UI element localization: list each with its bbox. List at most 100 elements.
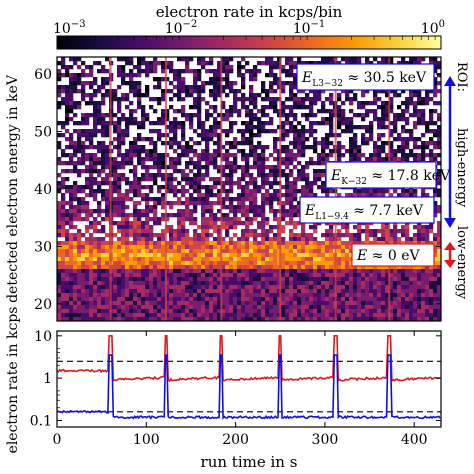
heatmap-cell [97, 105, 102, 110]
heatmap-cell [329, 261, 334, 266]
heatmap-cell [305, 269, 310, 274]
heatmap-cell [349, 261, 354, 266]
heatmap-cell [373, 141, 378, 146]
heatmap-cell [201, 265, 206, 270]
heatmap-cell [69, 241, 74, 246]
heatmap-cell [105, 249, 110, 254]
heatmap-cell [345, 281, 350, 286]
heatmap-cell [213, 301, 218, 306]
heatmap-cell [433, 301, 438, 306]
heatmap-cell [345, 245, 350, 250]
heatmap-cell [57, 209, 62, 214]
heatmap-cell [209, 81, 214, 86]
heatmap-cell [117, 265, 122, 270]
heatmap-cell [353, 313, 358, 318]
heatmap-cell [253, 245, 258, 250]
heatmap-cell [257, 261, 262, 266]
heatmap-cell [369, 109, 374, 114]
heatmap-cell [417, 153, 422, 158]
heatmap-cell [265, 301, 270, 306]
heatmap-cell [149, 197, 154, 202]
heatmap-cell [169, 177, 174, 182]
heatmap-cell [393, 269, 398, 274]
heatmap-cell [233, 261, 238, 266]
heatmap-cell [365, 289, 370, 294]
heatmap-cell [289, 197, 294, 202]
heatmap-cell [209, 189, 214, 194]
heatmap-cell [213, 253, 218, 258]
heatmap-cell [433, 121, 438, 126]
heatmap-cell [165, 141, 170, 146]
heatmap-cell [65, 89, 70, 94]
heatmap-cell [85, 117, 90, 122]
heatmap-cell [389, 305, 394, 310]
heatmap-cell [177, 253, 182, 258]
heatmap-cell [249, 313, 254, 318]
heatmap-cell [117, 201, 122, 206]
heatmap-cell [285, 193, 290, 198]
heatmap-cell [97, 181, 102, 186]
heatmap-cell [261, 261, 266, 266]
heatmap-cell [397, 293, 402, 298]
heatmap-cell [281, 273, 286, 278]
heatmap-cell [225, 253, 230, 258]
heatmap-cell [81, 277, 86, 282]
heatmap-cell [137, 61, 142, 66]
heatmap-cell [117, 101, 122, 106]
heatmap-cell [225, 149, 230, 154]
heatmap-cell [377, 157, 382, 162]
heatmap-cell [69, 89, 74, 94]
heatmap-cell [413, 157, 418, 162]
heatmap-cell [325, 121, 330, 126]
heatmap-cell [337, 109, 342, 114]
heatmap-cell [113, 273, 118, 278]
heatmap-cell [409, 97, 414, 102]
heatmap-cell [197, 181, 202, 186]
heatmap-cell [161, 69, 166, 74]
heatmap-cell [173, 269, 178, 274]
heatmap-cell [229, 89, 234, 94]
heatmap-cell [241, 241, 246, 246]
heatmap-cell [301, 309, 306, 314]
heatmap-cell [253, 289, 258, 294]
heatmap-cell [253, 237, 258, 242]
heatmap-cell [185, 153, 190, 158]
heatmap-cell [381, 241, 386, 246]
heatmap-cell [149, 249, 154, 254]
heatmap-cell [245, 289, 250, 294]
heatmap-cell [337, 237, 342, 242]
heatmap-cell [177, 209, 182, 214]
heatmap-cell [73, 169, 78, 174]
heatmap-cell [361, 269, 366, 274]
heatmap-cell [73, 253, 78, 258]
heatmap-cell [369, 273, 374, 278]
heatmap-cell [401, 297, 406, 302]
heatmap-cell [193, 305, 198, 310]
heatmap-cell [73, 285, 78, 290]
annotation-value: ≈ 7.7 keV [349, 203, 424, 219]
heatmap-cell [145, 261, 150, 266]
heatmap-cell [61, 213, 66, 218]
heatmap-cell [225, 193, 230, 198]
heatmap-cell [101, 245, 106, 250]
heatmap-cell [285, 105, 290, 110]
heatmap-cell [349, 57, 354, 62]
heatmap-cell [101, 177, 106, 182]
heatmap-cell [281, 261, 286, 266]
heatmap-cell [169, 181, 174, 186]
heatmap-cell [261, 313, 266, 318]
heatmap-cell [373, 313, 378, 318]
heatmap-cell [357, 233, 362, 238]
heatmap-cell [249, 261, 254, 266]
heatmap-cell [401, 309, 406, 314]
heatmap-cell [81, 309, 86, 314]
heatmap-cell [197, 89, 202, 94]
heatmap-cell [421, 293, 426, 298]
heatmap-cell [357, 293, 362, 298]
heatmap-cell [65, 65, 70, 70]
heatmap-cell [425, 289, 430, 294]
heatmap-cell [277, 269, 282, 274]
heatmap-cell [165, 249, 170, 254]
heatmap-cell [317, 277, 322, 282]
heatmap-cell [417, 297, 422, 302]
